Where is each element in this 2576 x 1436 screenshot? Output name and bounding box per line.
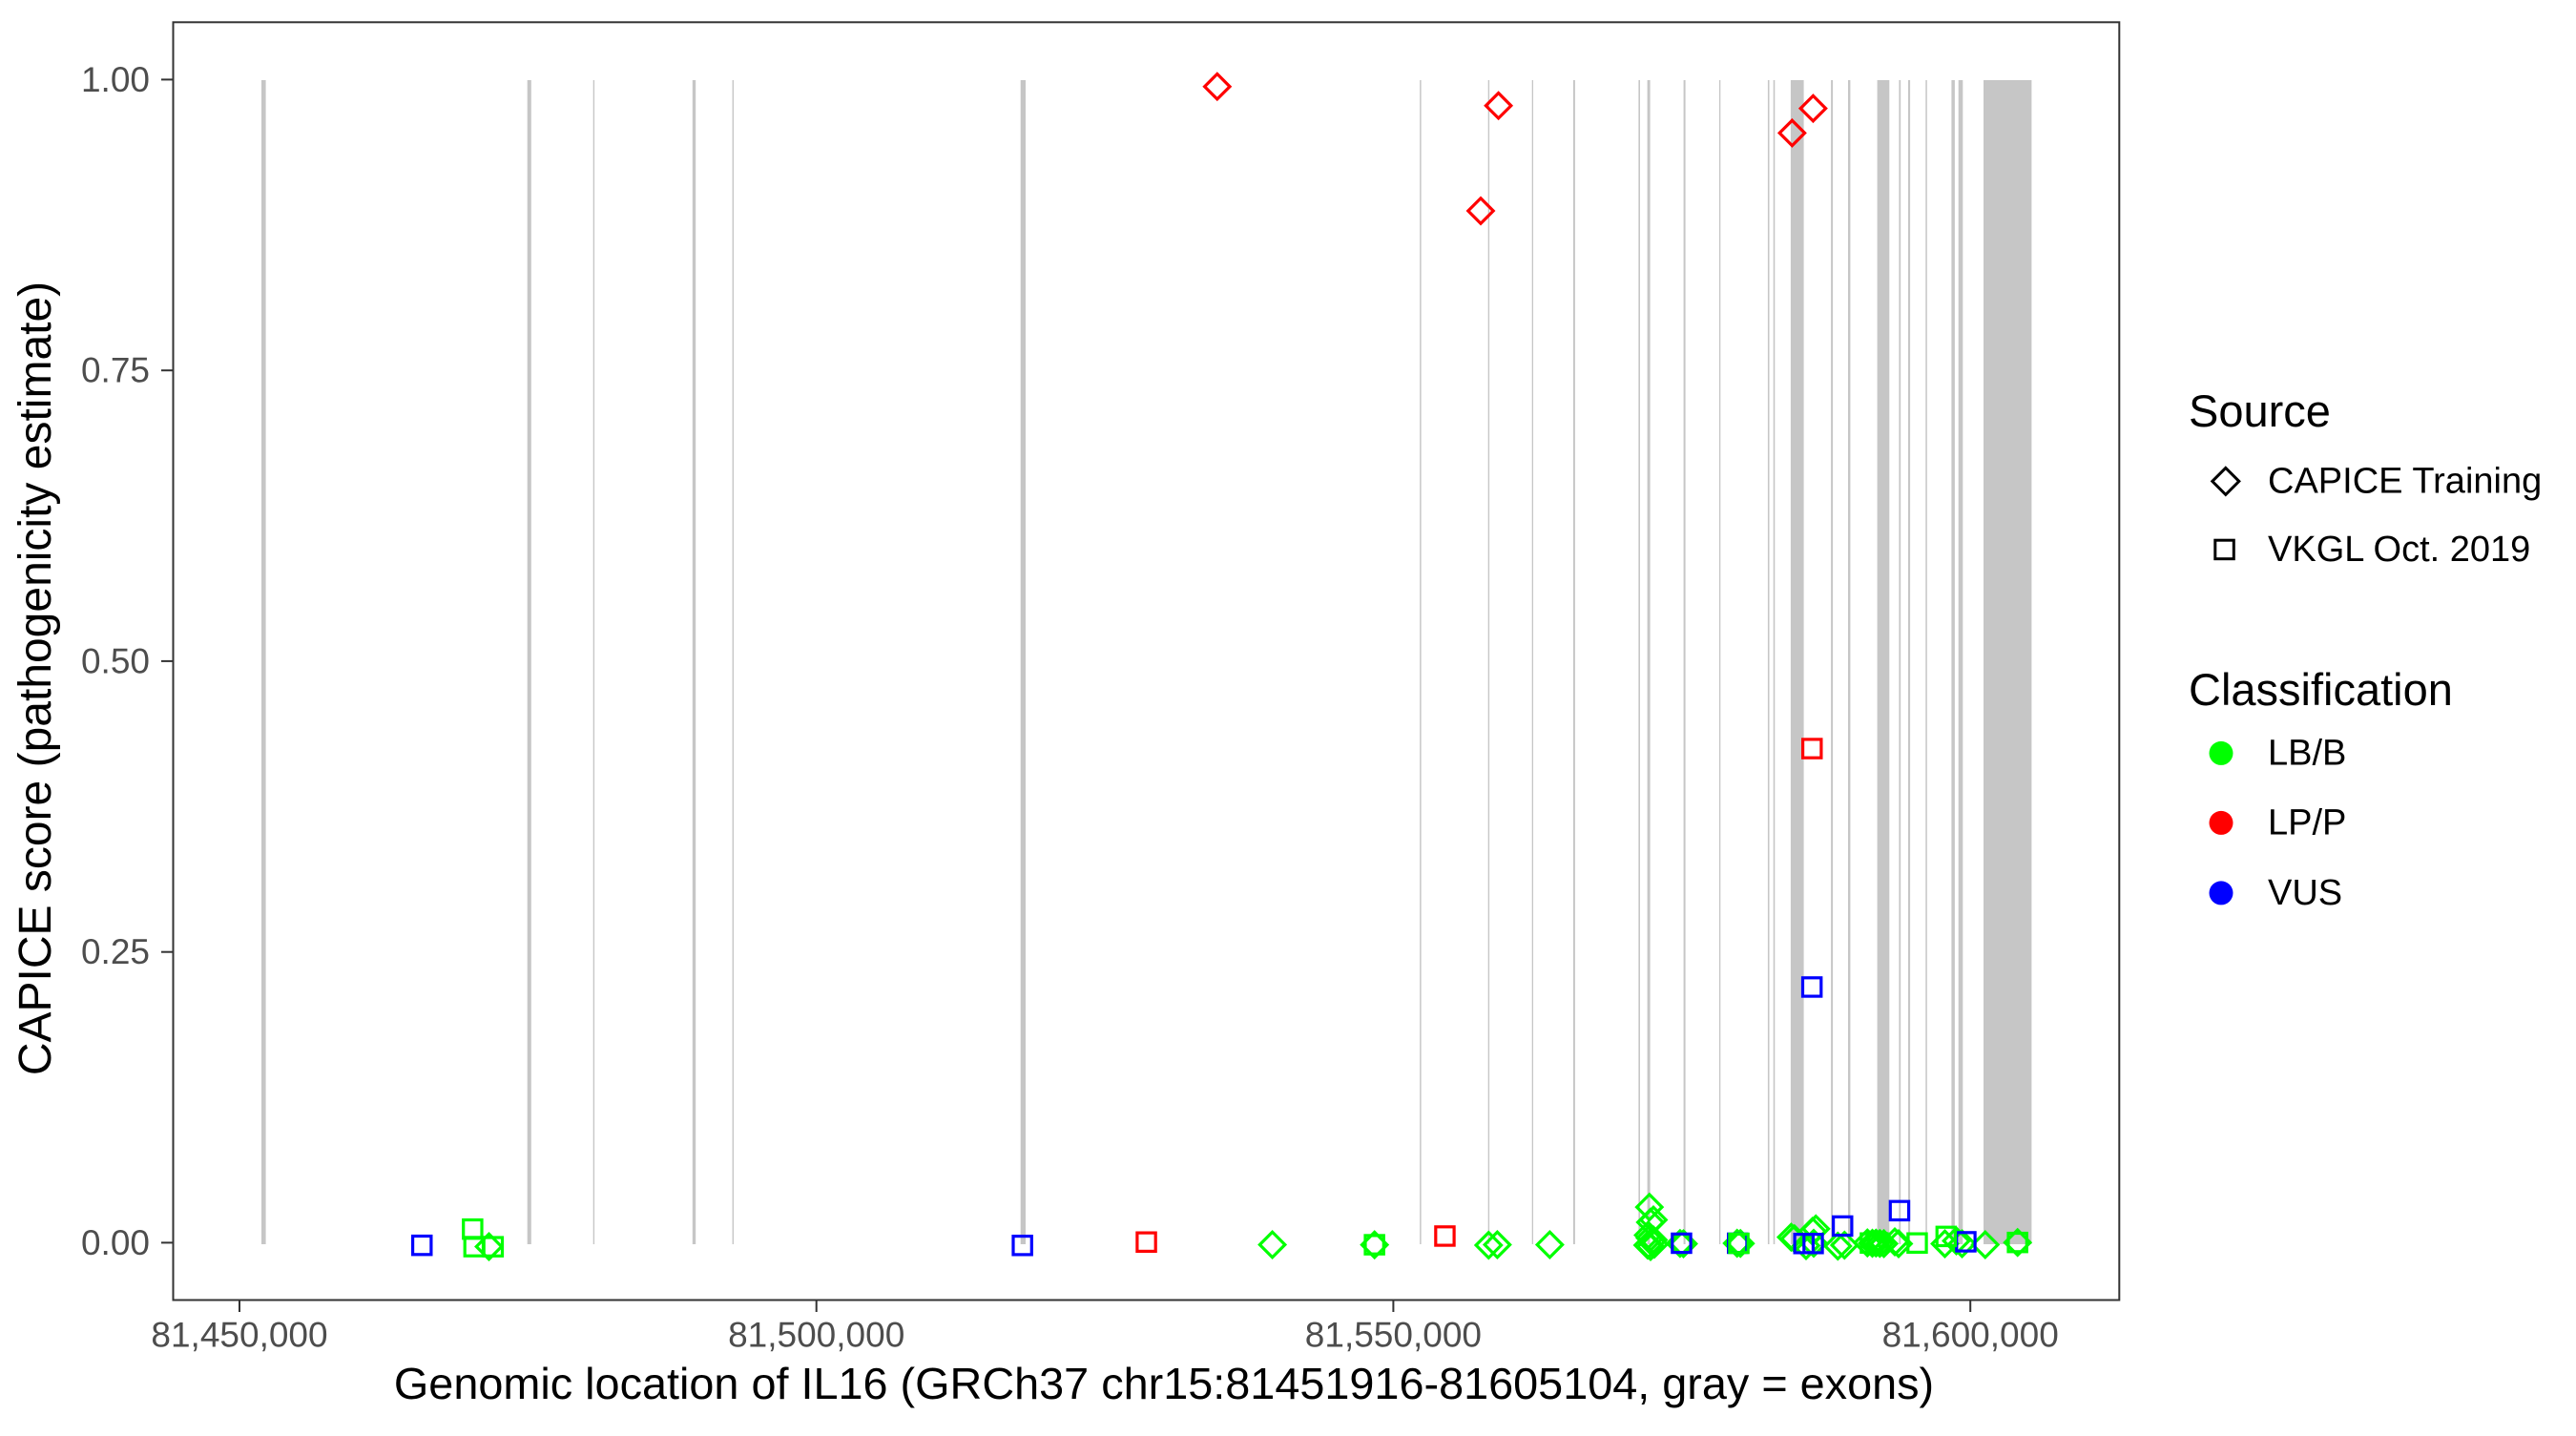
svg-text:81,600,000: 81,600,000 (1882, 1316, 2059, 1355)
svg-text:81,550,000: 81,550,000 (1305, 1316, 1482, 1355)
svg-text:0.00: 0.00 (81, 1223, 150, 1262)
svg-text:VKGL Oct. 2019: VKGL Oct. 2019 (2268, 530, 2530, 570)
svg-text:CAPICE Training: CAPICE Training (2268, 461, 2542, 501)
svg-text:LB/B: LB/B (2268, 733, 2346, 773)
svg-text:VUS: VUS (2268, 873, 2342, 913)
svg-text:Classification: Classification (2189, 664, 2453, 715)
svg-text:Source: Source (2189, 385, 2331, 436)
svg-text:0.25: 0.25 (81, 932, 150, 971)
svg-text:1.00: 1.00 (81, 60, 150, 99)
svg-text:81,450,000: 81,450,000 (151, 1316, 327, 1355)
svg-text:CAPICE score (pathogenicity es: CAPICE score (pathogenicity estimate) (10, 281, 61, 1075)
svg-text:0.50: 0.50 (81, 641, 150, 680)
svg-text:81,500,000: 81,500,000 (728, 1316, 904, 1355)
svg-text:Genomic location of IL16 (GRCh: Genomic location of IL16 (GRCh37 chr15:8… (394, 1359, 1934, 1408)
svg-text:0.75: 0.75 (81, 351, 150, 390)
svg-text:LP/P: LP/P (2268, 802, 2346, 843)
